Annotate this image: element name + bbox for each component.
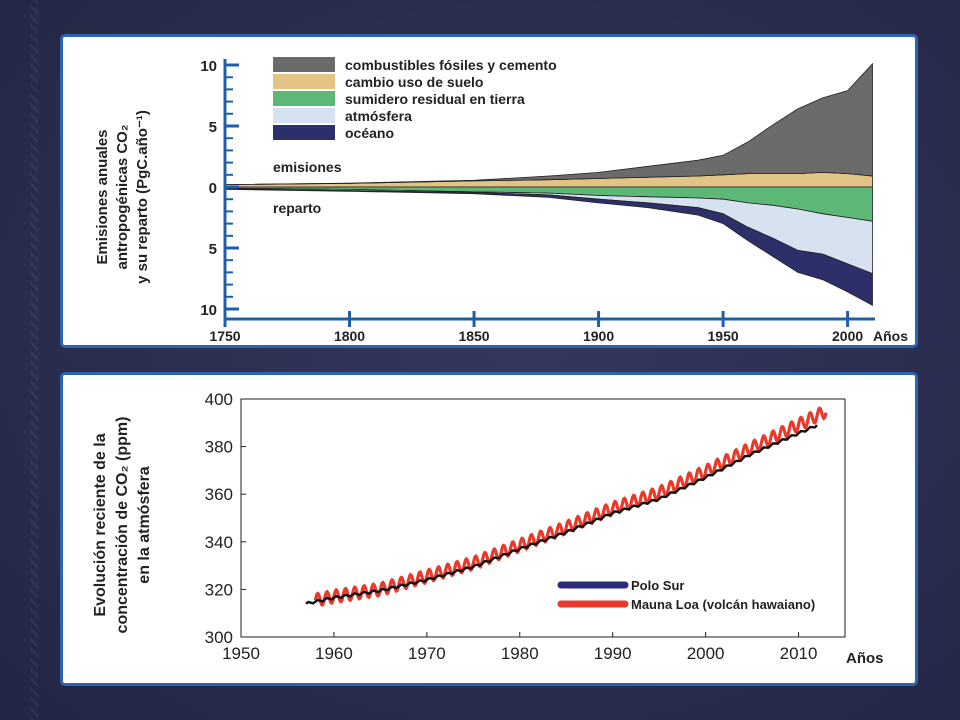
legend: Polo Sur Mauna Loa (volcán hawaiano): [557, 578, 815, 612]
co2-concentration-panel: 1950 1960 1970 1980 1990 2000 2010 300 320 340 360…: [60, 372, 918, 686]
x-tick-label: 1950: [708, 328, 739, 344]
x-tick-label: 2010: [780, 644, 818, 663]
y-tick-label: 10: [200, 58, 217, 75]
legend-label-fossil: combustibles fósiles y cemento: [345, 57, 557, 73]
y-axis-label-line-3: en la atmósfera: [136, 466, 153, 583]
annotation-emisiones: emisiones: [273, 159, 342, 175]
legend-label-atmosphere: atmósfera: [345, 108, 412, 124]
x-tick-label: 1800: [334, 328, 365, 344]
y-tick-label: 340: [205, 533, 233, 552]
decorative-stripe: [30, 0, 38, 720]
y-tick-label: 320: [205, 580, 233, 599]
y-tick-label: 5: [209, 119, 217, 136]
plot-frame: [240, 398, 846, 638]
x-axis-label: Años: [846, 650, 884, 667]
y-axis-label-line-1: Evolución reciente de la: [92, 433, 109, 616]
legend-swatch-atmosphere: [273, 108, 335, 123]
y-axis-label-line-1: Emisiones anuales: [94, 129, 111, 264]
y-tick-label: 5: [209, 241, 217, 258]
y-axis-label-line-3: y su reparto (PgC.año⁻¹): [134, 110, 151, 284]
y-axis-label-line-2: concentración de CO₂ (ppm): [114, 417, 131, 634]
y-tick-label: 300: [205, 628, 233, 647]
area-ocean: [224, 188, 873, 306]
co2-concentration-chart: 1950 1960 1970 1980 1990 2000 2010 300 320 340 360…: [92, 390, 884, 667]
x-tick-label: 1750: [209, 328, 240, 344]
legend-label-polo-sur: Polo Sur: [631, 578, 684, 593]
x-tick-label: 1950: [222, 644, 260, 663]
legend-swatch-fossil: [273, 57, 335, 72]
legend-swatch-ocean: [273, 125, 335, 140]
area-fossil: [224, 62, 873, 185]
x-axis-label: Años: [873, 328, 908, 344]
y-tick-label: 360: [205, 485, 233, 504]
y-tick-label: 380: [205, 438, 233, 457]
x-tick-label: 2000: [832, 328, 863, 344]
x-tick-label: 1900: [583, 328, 614, 344]
x-tick-label: 1990: [594, 644, 632, 663]
series-polo-sur: [305, 424, 818, 605]
y-tick-label: 400: [205, 390, 233, 409]
legend-label-landsink: sumidero residual en tierra: [345, 91, 525, 107]
y-tick-label: 0: [209, 180, 217, 197]
x-tick-label: 2000: [687, 644, 725, 663]
emissions-chart: 10 5 0 5 10 1750 1800 1850 1900 1950 2000 Años Em…: [94, 57, 908, 344]
y-axis-label-line-2: antropogénicas CO₂: [114, 124, 131, 269]
x-tick-label: 1980: [501, 644, 539, 663]
y-tick-label: 10: [200, 302, 217, 319]
legend-label-landuse: cambio uso de suelo: [345, 74, 483, 90]
x-tick-label: 1960: [315, 644, 353, 663]
x-tick-label: 1970: [408, 644, 446, 663]
legend-label-mauna-loa: Mauna Loa (volcán hawaiano): [631, 597, 815, 612]
legend-swatch-landuse: [273, 74, 335, 89]
annotation-reparto: reparto: [273, 200, 321, 216]
emissions-chart-panel: 10 5 0 5 10 1750 1800 1850 1900 1950 2000 Años Em…: [60, 34, 918, 348]
legend-label-ocean: océano: [345, 125, 394, 141]
legend-swatch-landsink: [273, 91, 335, 106]
series-mauna-loa: [313, 406, 828, 607]
x-tick-label: 1850: [458, 328, 489, 344]
